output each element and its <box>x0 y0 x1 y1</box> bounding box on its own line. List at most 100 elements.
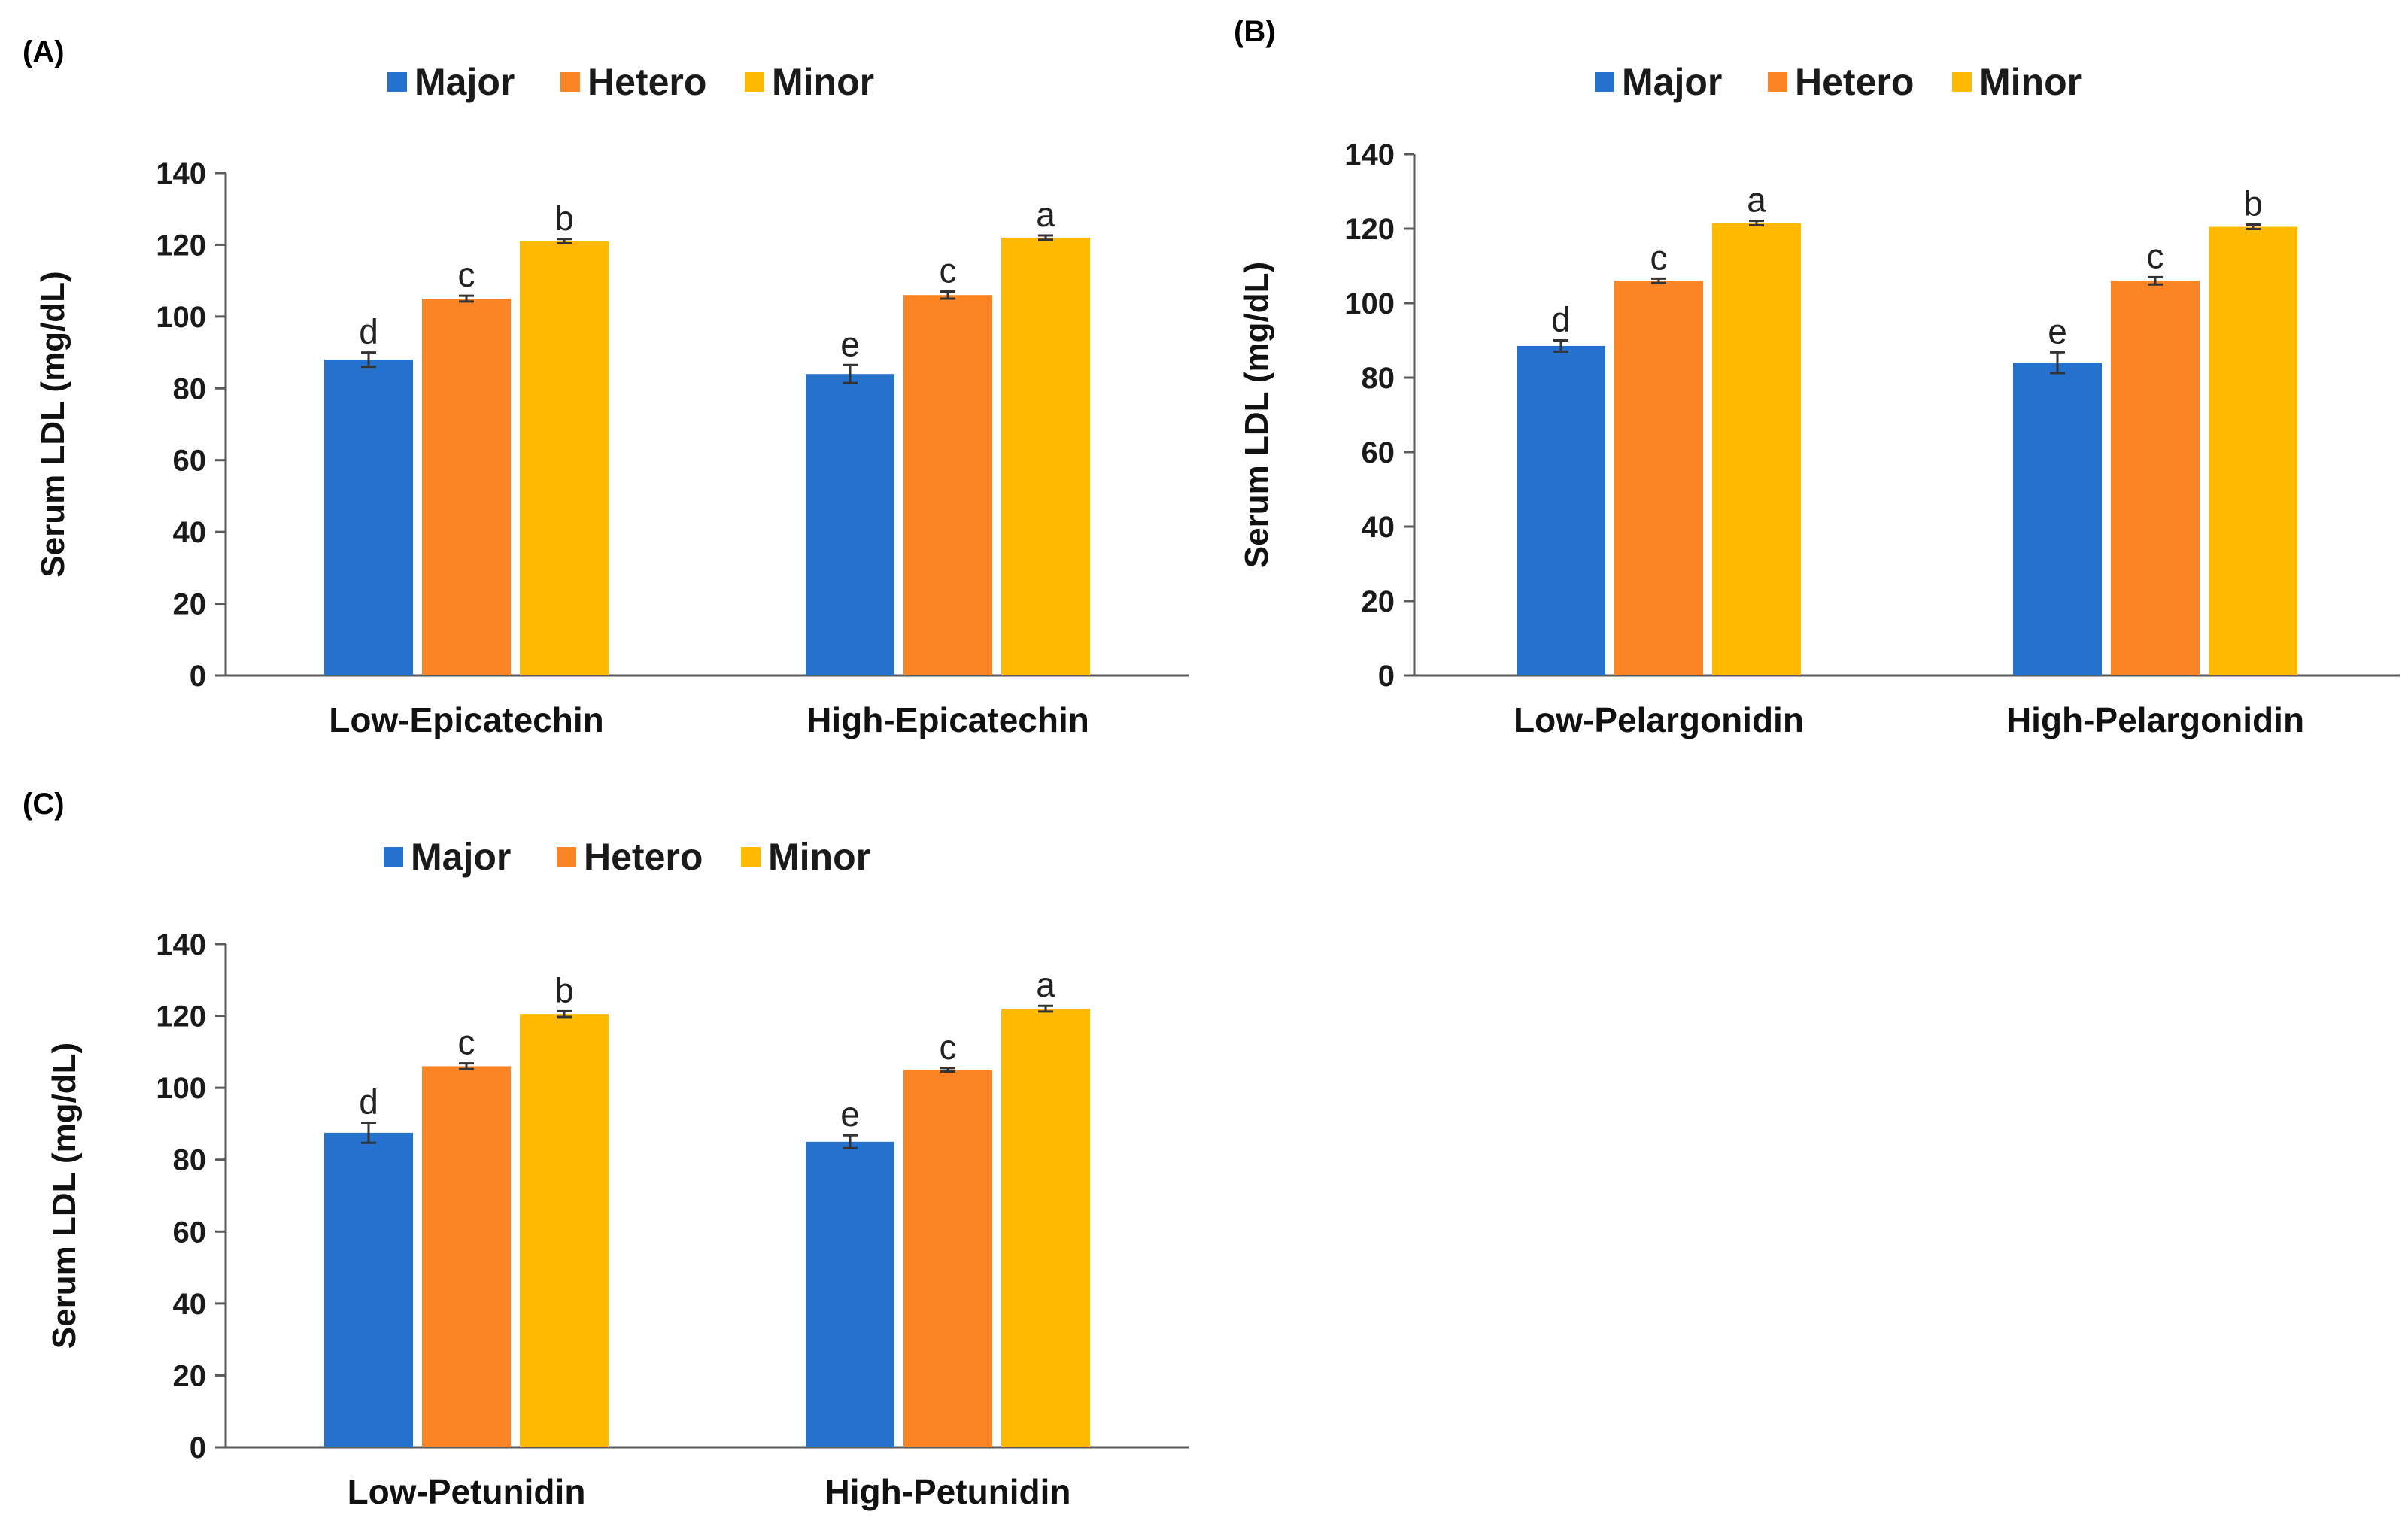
y-tick-label: 20 <box>173 1359 207 1392</box>
significance-letter: c <box>940 1028 957 1067</box>
chart-panel-b: (B) Major Hetero Minor 0 20 40 60 80 100 120 140 Ser… <box>1234 15 2400 739</box>
panel-label: (C) <box>23 788 65 821</box>
bar-hetero-high <box>903 1070 992 1447</box>
bar-hetero-high <box>903 295 992 675</box>
bar-major-low <box>324 360 413 675</box>
significance-letter: a <box>1036 195 1055 234</box>
y-tick-label: 40 <box>1362 511 1395 544</box>
bar-hetero-low <box>422 299 511 675</box>
error-bar <box>557 1009 572 1019</box>
error-bar <box>361 1121 376 1144</box>
error-bar <box>2246 223 2261 230</box>
y-tick-label: 60 <box>1362 436 1395 469</box>
y-tick-label: 120 <box>1344 213 1395 246</box>
error-bar <box>1553 339 1568 353</box>
chart-panels: (A) Major Hetero Minor 0 20 40 60 80 100 120 140 Ser… <box>23 15 2400 1511</box>
y-axis-label: Serum LDL (mg/dL) <box>1238 262 1275 568</box>
panel-label: (B) <box>1234 15 1276 48</box>
significance-letter: b <box>2243 184 2263 223</box>
error-bar <box>940 290 955 300</box>
error-bar <box>1749 220 1764 227</box>
x-category-label: Low-Petunidin <box>348 1472 586 1511</box>
y-tick-label: 80 <box>173 372 207 405</box>
bar-major-high <box>806 1141 894 1447</box>
significance-letter: d <box>1551 300 1571 339</box>
significance-letter: c <box>1650 238 1668 277</box>
y-tick-label: 0 <box>190 1431 206 1465</box>
significance-letter: d <box>359 312 378 351</box>
bar-major-high <box>806 374 894 675</box>
bar-minor-high <box>2209 226 2297 675</box>
legend-swatch-major <box>387 72 407 92</box>
y-tick-label: 60 <box>173 1216 207 1249</box>
legend-item-minor: Minor <box>1952 61 2082 103</box>
error-bar <box>2050 351 2065 375</box>
bar-major-low <box>324 1132 413 1447</box>
error-bar <box>940 1067 955 1073</box>
significance-letter: a <box>1036 965 1055 1004</box>
error-bar <box>1038 1004 1053 1013</box>
legend-swatch-minor <box>745 72 764 92</box>
y-axis-label: Serum LDL (mg/dL) <box>46 1043 83 1349</box>
bar-minor-low <box>520 241 609 676</box>
legend-label-major: Major <box>414 61 515 103</box>
legend-label-major: Major <box>411 836 511 878</box>
x-category-label: High-Pelargonidin <box>2006 700 2304 739</box>
y-tick-label: 120 <box>156 1000 206 1034</box>
y-tick-label: 20 <box>1362 585 1395 618</box>
error-bar <box>1651 277 1666 284</box>
legend-label-hetero: Hetero <box>588 61 706 103</box>
x-category-label: High-Petunidin <box>824 1472 1070 1511</box>
significance-letter: b <box>554 970 574 1009</box>
bar-hetero-low <box>422 1066 511 1447</box>
legend-label-major: Major <box>1622 61 1722 103</box>
significance-letter: e <box>2048 311 2067 351</box>
legend-item-major: Major <box>384 836 511 878</box>
legend-swatch-minor <box>1952 72 1972 92</box>
error-bar <box>843 1134 858 1149</box>
significance-letter: e <box>840 1094 860 1134</box>
legend-item-hetero: Hetero <box>557 836 703 878</box>
y-tick-label: 20 <box>173 588 207 621</box>
legend-label-minor: Minor <box>1979 61 2082 103</box>
legend-item-major: Major <box>1595 61 1722 103</box>
bar-major-high <box>2013 363 2102 675</box>
legend-item-minor: Minor <box>745 61 874 103</box>
significance-letter: d <box>359 1082 378 1121</box>
legend-item-major: Major <box>387 61 515 103</box>
x-category-label: Low-Epicatechin <box>329 700 603 739</box>
error-bar <box>557 238 572 245</box>
legend-swatch-hetero <box>1768 72 1787 92</box>
y-tick-label: 80 <box>173 1144 207 1177</box>
error-bar <box>1038 234 1053 241</box>
y-axis-label: Serum LDL (mg/dL) <box>35 271 71 577</box>
y-tick-label: 100 <box>156 301 206 334</box>
y-tick-label: 120 <box>156 229 206 262</box>
y-tick-label: 40 <box>173 1288 207 1321</box>
bar-minor-high <box>1001 237 1090 675</box>
significance-letter: c <box>940 250 957 290</box>
bar-minor-high <box>1001 1009 1090 1447</box>
y-tick-label: 140 <box>156 157 206 190</box>
error-bar <box>2148 275 2163 286</box>
chart-panel-a: (A) Major Hetero Minor 0 20 40 60 80 100 120 140 Ser… <box>23 35 1189 739</box>
legend-label-minor: Minor <box>772 61 874 103</box>
bar-major-low <box>1517 345 1605 675</box>
y-tick-label: 140 <box>1344 138 1395 172</box>
legend-label-hetero: Hetero <box>584 836 703 878</box>
x-category-label: Low-Pelargonidin <box>1514 700 1804 739</box>
error-bar <box>843 363 858 384</box>
legend-swatch-major <box>1595 72 1614 92</box>
significance-letter: b <box>554 199 574 238</box>
y-tick-label: 0 <box>1378 660 1395 693</box>
legend-item-minor: Minor <box>741 836 870 878</box>
panel-label: (A) <box>23 35 65 68</box>
significance-letter: c <box>458 1023 475 1062</box>
bar-minor-low <box>520 1014 609 1447</box>
y-tick-label: 140 <box>156 928 206 961</box>
legend-swatch-major <box>384 847 403 867</box>
legend-item-hetero: Hetero <box>1768 61 1914 103</box>
y-tick-label: 100 <box>1344 287 1395 320</box>
y-tick-label: 40 <box>173 516 207 549</box>
